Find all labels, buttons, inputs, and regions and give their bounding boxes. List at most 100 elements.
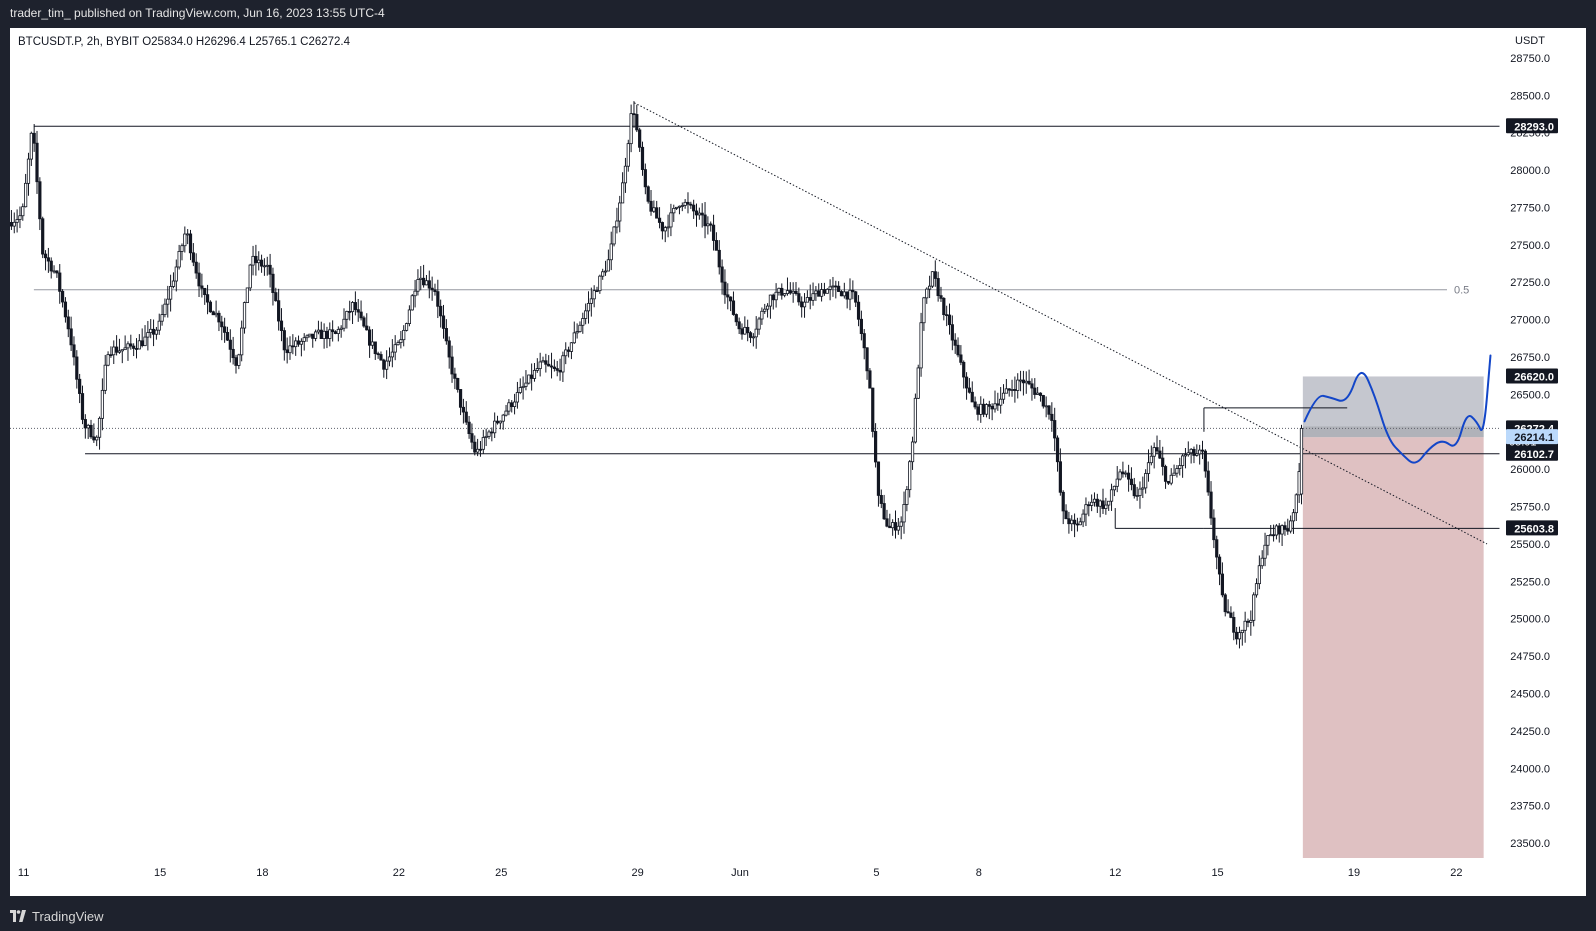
candle (1186, 441, 1190, 457)
candle-body (677, 205, 682, 208)
candle (532, 363, 537, 382)
candle-body (663, 227, 667, 232)
candle-body (143, 336, 147, 347)
candle-body (734, 314, 738, 323)
candle (709, 221, 713, 232)
candle-body (959, 354, 963, 363)
candle-body (1181, 455, 1185, 466)
candle (652, 200, 656, 213)
candle-body (1152, 447, 1156, 457)
candle-body (313, 331, 318, 339)
take-profit-zone[interactable] (1302, 437, 1484, 858)
candle-body (1087, 504, 1091, 507)
candle (925, 287, 929, 304)
candle-body (947, 314, 952, 326)
candle (390, 339, 394, 368)
candle-body (470, 433, 474, 443)
footer: TradingView (10, 906, 104, 926)
candle (436, 279, 440, 319)
chart-area[interactable]: 0.5 23500.0 23750.0 24000.0 24250.0 24500.0 2… (9, 28, 1586, 896)
range-high-price-tag: 28293.0 (1514, 121, 1554, 133)
candle-body (1192, 448, 1196, 456)
candle-body (945, 314, 949, 317)
candle-body (910, 441, 915, 463)
entry-price-tag-bg (1506, 429, 1558, 445)
candle-body (791, 290, 795, 294)
x-tick-label: 15 (1211, 867, 1223, 879)
candle (1038, 392, 1043, 402)
candle-body (999, 398, 1003, 406)
candle (586, 291, 591, 324)
candle (990, 403, 994, 421)
candle-body (63, 301, 68, 318)
candle (370, 329, 375, 349)
candle (1274, 524, 1279, 540)
candle (893, 510, 898, 539)
candle-body (1092, 498, 1097, 503)
candle-body (265, 264, 269, 267)
candle-body (1095, 498, 1099, 507)
x-tick-label: 15 (154, 867, 166, 879)
candle-body (1172, 472, 1176, 476)
price-chart[interactable]: 0.5 23500.0 23750.0 24000.0 24250.0 24500.0 2… (9, 28, 1586, 896)
candle-body (382, 359, 386, 370)
candle-body (660, 222, 664, 232)
candle-body (1013, 389, 1017, 391)
candle-body (422, 277, 426, 286)
candle (717, 240, 721, 275)
candle-body (24, 182, 28, 208)
candle-body (615, 220, 619, 228)
candle-body (160, 314, 164, 322)
candle-body (555, 368, 559, 371)
candle (245, 287, 249, 304)
candle-body (43, 253, 48, 259)
candle (1033, 378, 1037, 399)
candle (794, 282, 798, 296)
y-tick-label: 24000.0 (1510, 763, 1550, 775)
candle-body (231, 348, 235, 359)
y-tick-label: 25000.0 (1510, 614, 1550, 626)
candle-body (726, 294, 730, 298)
candle-body (319, 329, 323, 339)
candle (129, 334, 133, 350)
candle (382, 358, 386, 378)
candle-body (1280, 525, 1284, 535)
candle-body (487, 431, 491, 437)
candle (487, 429, 491, 440)
candle (302, 333, 306, 351)
candle (1263, 532, 1267, 567)
candle (419, 266, 423, 291)
candle (285, 337, 289, 364)
candle-body (1064, 510, 1068, 520)
candle-body (1246, 620, 1250, 623)
candle-body (748, 332, 753, 338)
candle (808, 284, 812, 310)
candle-body (345, 310, 349, 320)
candle-body (865, 347, 869, 372)
candle-body (348, 310, 352, 313)
candle-body (723, 281, 727, 296)
candle-body (785, 290, 790, 294)
fib-label: 0.5 (1454, 285, 1469, 297)
candle-body (1235, 631, 1239, 640)
candle-body (532, 369, 537, 379)
candle-body (288, 345, 292, 354)
candle (521, 376, 525, 400)
projection-path[interactable] (1303, 354, 1492, 464)
candle-body (436, 291, 440, 307)
candle (169, 274, 173, 312)
candle-body (729, 296, 733, 302)
trendline[interactable] (634, 102, 1488, 545)
candle (726, 283, 730, 310)
candle-body (692, 204, 696, 212)
candle-body (1289, 520, 1293, 532)
candle (1064, 504, 1068, 520)
candle (595, 286, 599, 293)
candle-body (106, 354, 110, 366)
candle (188, 229, 193, 261)
candle (478, 441, 483, 457)
candle-body (720, 266, 724, 283)
candle (973, 396, 977, 410)
candle (1181, 453, 1185, 478)
